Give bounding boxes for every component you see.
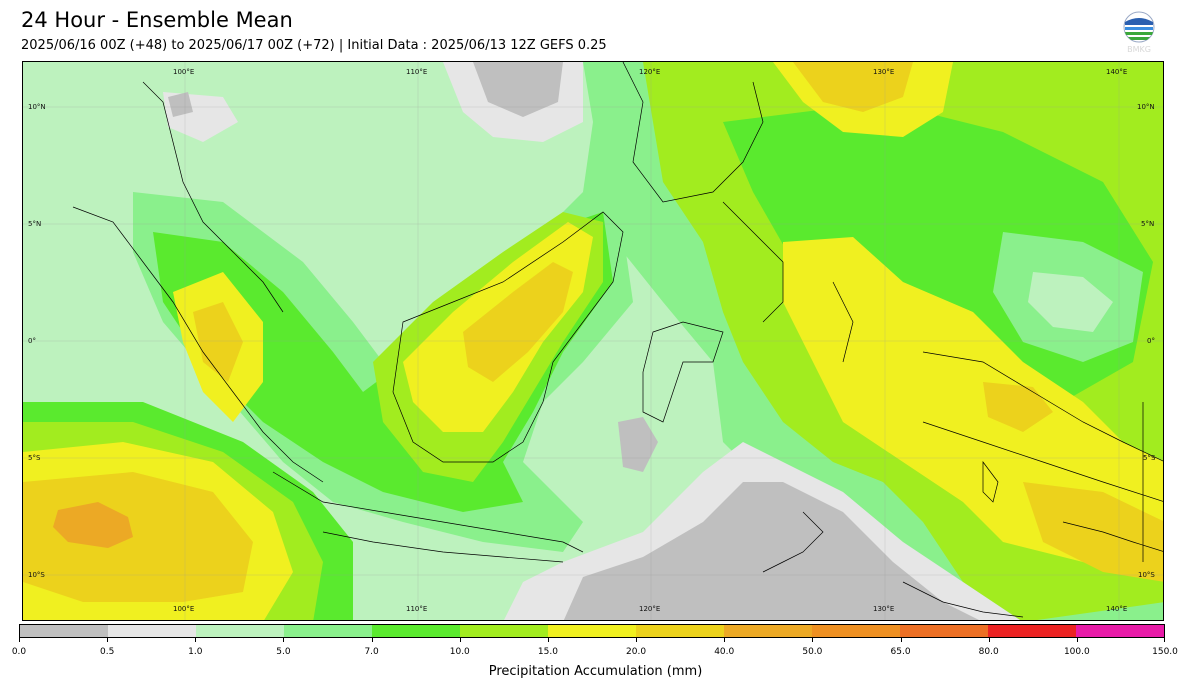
colorbar-tick-label: 0.5 [99,647,115,657]
colorbar-tick-label: 100.0 [1063,647,1090,657]
lon-label-bottom-1: 110°E [406,605,428,613]
colorbar-segment [460,625,548,637]
colorbar-tick-label: 20.0 [626,647,647,657]
lon-label-top-3: 130°E [873,68,895,76]
colorbar-segment [812,625,900,637]
colorbar-segment [284,625,372,637]
field-dry-north-grey [473,62,563,117]
field-patch-north-gold [793,62,913,112]
graticule [23,62,1163,620]
colorbar-tick-mark [371,638,373,642]
colorbar-tick-mark [1076,638,1078,642]
map-title: 24 Hour - Ensemble Mean [21,8,293,32]
logo-text: BMKG [1127,45,1151,54]
colorbar-tick-mark [19,638,20,642]
colorbar-segment [724,625,812,637]
colorbar-tick-label: 0.0 [11,647,27,657]
field-patch-indian-ocean-gold [23,472,253,602]
field-patch-borneo-gold [463,262,573,382]
lon-label-bottom-3: 130°E [873,605,895,613]
lat-label-right-0: 10°N [1137,103,1155,111]
colorbar-tick-label: 65.0 [890,647,911,657]
colorbar-segment [636,625,724,637]
field-dry-south-grey [563,482,979,620]
lat-label-right-3: 5°S [1143,454,1156,462]
lat-label-left-3: 5°S [28,454,41,462]
field-patch-east-pale [1028,272,1113,332]
map-subtitle: 2025/06/16 00Z (+48) to 2025/06/17 00Z (… [21,38,607,53]
colorbar-segment [108,625,196,637]
colorbar-tick-mark [988,638,990,642]
field-patch-indian-ocean-orange [53,502,133,548]
field-patch-papua-gold [1023,482,1163,582]
colorbar-tick-mark [195,638,197,642]
lon-label-top-0: 100°E [173,68,195,76]
colorbar-tick-mark [1164,638,1165,642]
colorbar-tick-label: 5.0 [276,647,291,657]
lat-label-left-4: 10°S [28,571,45,579]
colorbar-tick-label: 7.0 [364,647,379,657]
lat-label-left-1: 5°N [28,220,42,228]
colorbar-tick-label: 80.0 [978,647,999,657]
colorbar-segment [20,625,108,637]
precipitation-field [23,62,1163,620]
lon-label-top-4: 140°E [1106,68,1128,76]
colorbar-segment [1076,625,1164,637]
lon-label-bottom-0: 100°E [173,605,195,613]
colorbar-tick-mark [107,638,109,642]
bmkg-logo: BMKG [1120,10,1158,54]
colorbar-segment [196,625,284,637]
colorbar-tick-label: 1.0 [188,647,203,657]
colorbar-tick-mark [547,638,549,642]
colorbar-tick-mark [724,638,726,642]
field-dry-banda-grey [618,417,658,472]
colorbar-label: Precipitation Accumulation (mm) [488,664,703,679]
lat-label-left-2: 0° [28,337,36,345]
colorbar-segment [900,625,988,637]
coastlines [72,62,1163,618]
colorbar-segment [372,625,460,637]
field-dry-nw-grey [168,92,193,117]
field-patch-sumatra-gold [193,302,243,382]
colorbar-tick-label: 150.0 [1152,647,1178,657]
colorbar-tick-label: 50.0 [802,647,823,657]
colorbar-tick-mark [900,638,902,642]
lon-label-bottom-4: 140°E [1106,605,1128,613]
colorbar-tick-mark [812,638,814,642]
colorbar-tick-mark [636,638,638,642]
colorbar-tick-mark [283,638,285,642]
lat-label-left-0: 10°N [28,103,46,111]
lat-label-right-4: 10°S [1138,571,1155,579]
precipitation-map: 100°E 110°E 120°E 130°E 140°E 100°E 110°… [22,61,1164,621]
colorbar-segment [988,625,1076,637]
field-patch-papua-gold-2 [983,382,1053,432]
lon-label-top-1: 110°E [406,68,428,76]
colorbar-tick-mark [459,638,461,642]
lon-label-bottom-2: 120°E [639,605,661,613]
lat-label-right-1: 5°N [1141,220,1155,228]
colorbar-segment [548,625,636,637]
lon-label-top-2: 120°E [639,68,661,76]
lat-label-right-2: 0° [1147,337,1155,345]
colorbar-tick-label: 15.0 [537,647,558,657]
colorbar-tick-label: 40.0 [714,647,735,657]
colorbar [19,624,1165,638]
colorbar-tick-label: 10.0 [449,647,470,657]
